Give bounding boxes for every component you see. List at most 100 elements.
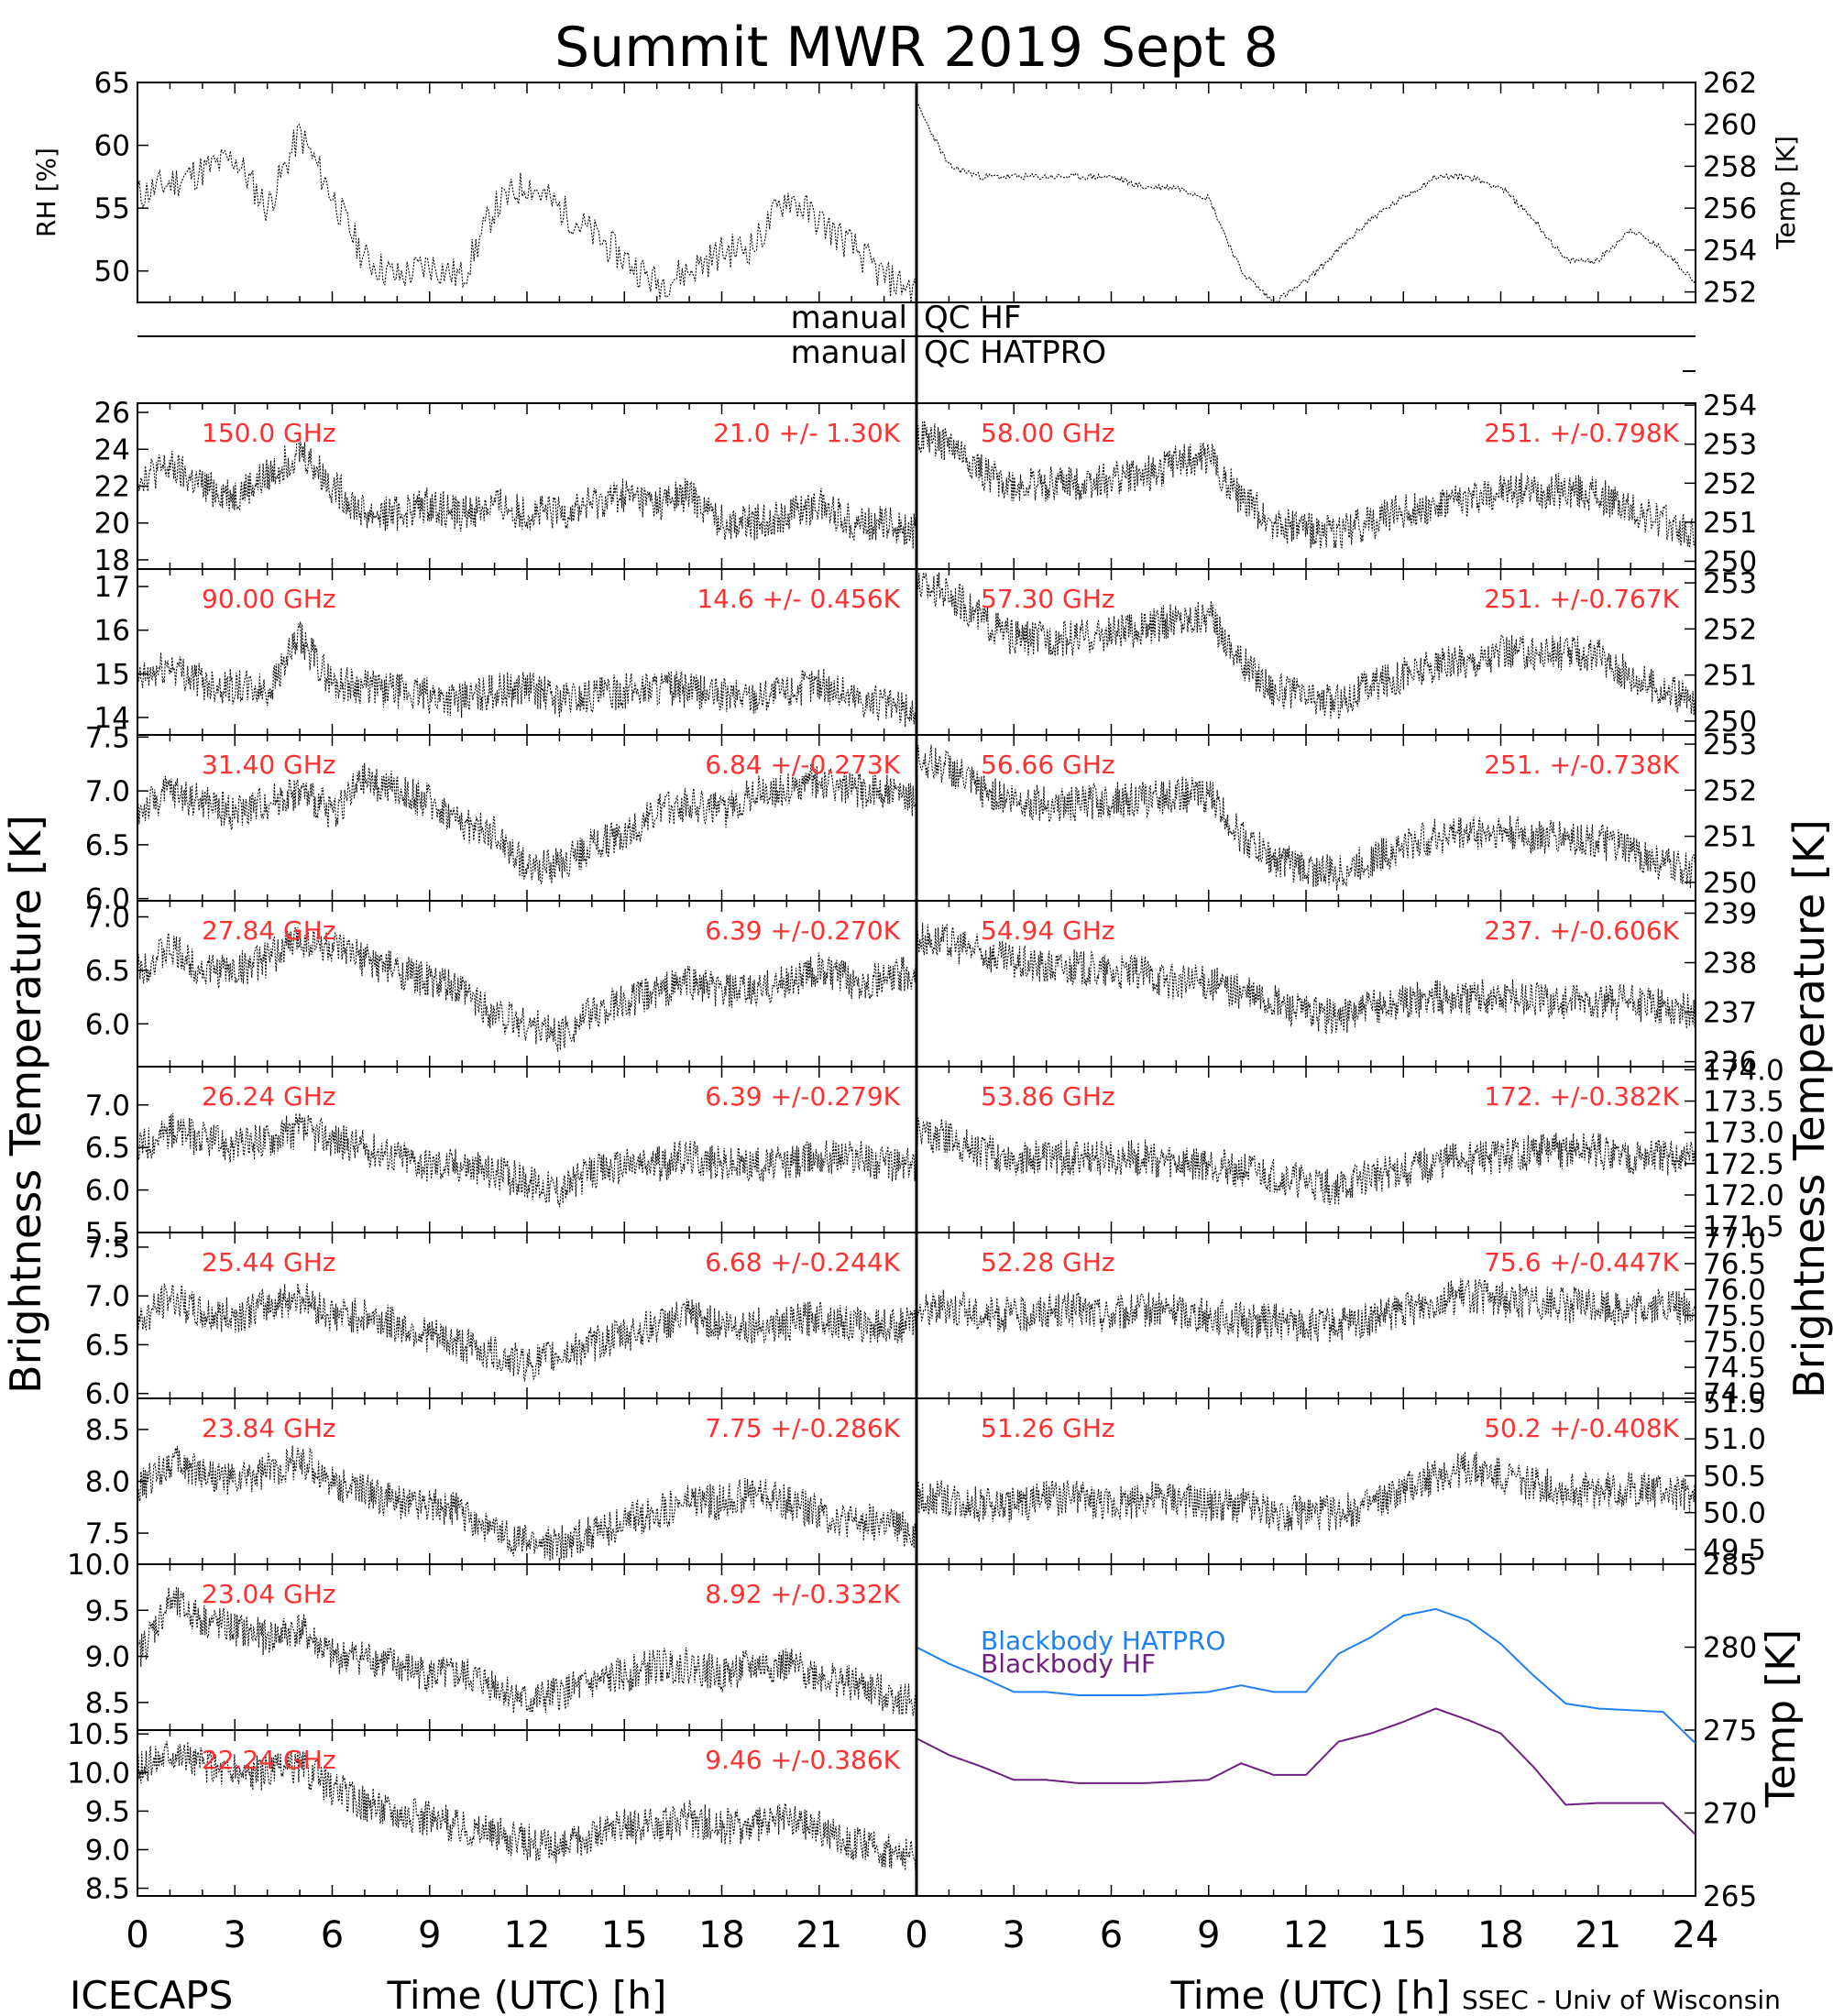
channel-right-6-stat-label: 50.2 +/-0.408K xyxy=(1484,1413,1679,1443)
x-tick-label-left: 12 xyxy=(504,1914,551,1956)
channel-right-6-ytick-label: 50.0 xyxy=(1703,1497,1766,1530)
channel-left-6-freq-label: 23.84 GHz xyxy=(202,1413,336,1443)
channel-right-6-ytick-label: 51.0 xyxy=(1703,1423,1766,1456)
channel-right-5-data xyxy=(916,1277,1696,1343)
channel-right-0-ytick-label: 252 xyxy=(1703,467,1757,500)
channel-left-1-ytick-label: 17 xyxy=(94,571,130,604)
channel-right-4-ytick-label: 173.5 xyxy=(1703,1086,1784,1119)
temp-panel-ytick-label: 258 xyxy=(1703,150,1757,183)
channel-right-4-data xyxy=(916,1117,1696,1206)
channel-right-3-ytick-label: 239 xyxy=(1703,898,1757,931)
channel-right-6-ytick-label: 49.5 xyxy=(1703,1534,1766,1567)
right-axis-title: Brightness Temperature [K] xyxy=(1784,819,1833,1398)
channel-right-1-ytick-label: 251 xyxy=(1703,660,1757,693)
channel-left-4-ytick-label: 6.0 xyxy=(85,1175,130,1208)
temp-panel-ytick-label: 260 xyxy=(1703,109,1757,142)
rh-panel-data xyxy=(137,124,917,303)
channel-left-0-stat-label: 21.0 +/- 1.30K xyxy=(713,418,900,448)
channel-left-8-freq-label: 22.24 GHz xyxy=(202,1745,336,1775)
channel-right-5-ytick-label: 77.0 xyxy=(1703,1222,1766,1255)
channel-left-1-stat-label: 14.6 +/- 0.456K xyxy=(697,584,900,614)
blackbody-series-1 xyxy=(916,1707,1696,1835)
qc-hf-left-label: manual xyxy=(791,300,907,336)
channel-left-4-ytick-label: 5.5 xyxy=(85,1217,130,1250)
channel-left-8-data xyxy=(137,1740,917,1875)
channel-right-5-ytick-label: 74.0 xyxy=(1703,1377,1766,1410)
blackbody-panel-ytick-label: 285 xyxy=(1703,1549,1757,1582)
channel-left-1-ytick-label: 15 xyxy=(94,658,130,691)
channel-right-4-ytick-label: 174.0 xyxy=(1703,1054,1784,1087)
channel-right-0-ytick-label: 254 xyxy=(1703,389,1757,422)
channel-right-6-data xyxy=(916,1452,1696,1531)
channel-left-3-ytick-label: 7.0 xyxy=(85,902,130,935)
qc-hatpro-right-label: QC HATPRO xyxy=(924,334,1106,371)
x-tick-label-right: 0 xyxy=(905,1914,927,1956)
channel-left-3-data xyxy=(137,926,917,1052)
temp-panel-frame xyxy=(916,82,1696,303)
footer-ssec: SSEC - Univ of Wisconsin xyxy=(1462,1985,1781,2015)
channel-left-7-freq-label: 23.04 GHz xyxy=(202,1579,336,1609)
channel-right-5-freq-label: 52.28 GHz xyxy=(981,1247,1115,1277)
channel-left-0-ytick-label: 22 xyxy=(94,471,130,504)
channel-left-6-ytick-label: 7.5 xyxy=(85,1517,130,1550)
blackbody-legend-1: Blackbody HF xyxy=(981,1649,1156,1679)
channel-left-2-ytick-label: 6.5 xyxy=(85,829,130,862)
channel-right-5-ytick-label: 74.5 xyxy=(1703,1352,1766,1385)
channel-left-1-data xyxy=(137,621,917,728)
channel-left-4-stat-label: 6.39 +/-0.279K xyxy=(705,1081,900,1112)
channel-right-2-ytick-label: 251 xyxy=(1703,821,1757,854)
rh-panel-ytick-label: 65 xyxy=(94,67,130,100)
x-tick-label-left: 18 xyxy=(698,1914,745,1956)
x-tick-label-right: 24 xyxy=(1673,1914,1719,1956)
rh-panel-ytick-label: 55 xyxy=(94,192,130,225)
channel-right-2-ytick-label: 250 xyxy=(1703,867,1757,900)
x-tick-label-left: 21 xyxy=(796,1914,842,1956)
channel-left-3-stat-label: 6.39 +/-0.270K xyxy=(705,915,900,946)
rh-panel-ytick-label: 60 xyxy=(94,130,130,163)
temp-panel-ytick-label: 256 xyxy=(1703,192,1757,225)
channel-right-4-ytick-label: 173.0 xyxy=(1703,1117,1784,1150)
channel-left-8-stat-label: 9.46 +/-0.386K xyxy=(705,1745,900,1775)
channel-left-6-ytick-label: 8.0 xyxy=(85,1466,130,1499)
channel-left-4-ytick-label: 6.5 xyxy=(85,1132,130,1165)
channel-left-0-ytick-label: 24 xyxy=(94,433,130,466)
channel-left-0-data xyxy=(137,437,917,549)
channel-right-1-ytick-label: 252 xyxy=(1703,613,1757,646)
channel-left-5-data xyxy=(137,1283,917,1382)
channel-right-1-data xyxy=(916,568,1696,720)
x-tick-label-right: 3 xyxy=(1003,1914,1026,1956)
channel-right-5-ytick-label: 76.0 xyxy=(1703,1274,1766,1307)
channel-left-3-freq-label: 27.84 GHz xyxy=(202,915,336,946)
channel-left-6-ytick-label: 8.5 xyxy=(85,1414,130,1447)
qc-hf-right-label: QC HF xyxy=(924,300,1021,336)
channel-left-2-ytick-label: 7.0 xyxy=(85,775,130,808)
x-axis-title-right: Time (UTC) [h] xyxy=(1170,1973,1451,2016)
channel-left-7-ytick-label: 8.5 xyxy=(85,1687,130,1720)
channel-left-7-ytick-label: 9.0 xyxy=(85,1641,130,1674)
channel-right-0-ytick-label: 253 xyxy=(1703,429,1757,462)
x-tick-label-left: 9 xyxy=(418,1914,441,1956)
temp-axis-label: Temp [K] xyxy=(1771,136,1801,250)
footer-icecaps: ICECAPS xyxy=(70,1973,233,2016)
channel-left-6-data xyxy=(137,1445,917,1561)
channel-right-3-ytick-label: 237 xyxy=(1703,997,1757,1030)
rh-axis-label: RH [%] xyxy=(31,148,61,237)
qc-hatpro-left-label: manual xyxy=(791,334,907,371)
channel-right-3-freq-label: 54.94 GHz xyxy=(981,915,1115,946)
channel-right-5-stat-label: 75.6 +/-0.447K xyxy=(1484,1247,1679,1277)
channel-right-0-ytick-label: 250 xyxy=(1703,545,1757,578)
channel-right-3-ytick-label: 236 xyxy=(1703,1046,1757,1079)
channel-left-4-data xyxy=(137,1112,917,1208)
channel-right-2-freq-label: 56.66 GHz xyxy=(981,750,1115,780)
x-tick-label-left: 6 xyxy=(321,1914,344,1956)
channel-left-5-ytick-label: 6.0 xyxy=(85,1378,130,1411)
channel-right-0-freq-label: 58.00 GHz xyxy=(981,418,1115,448)
rh-panel-ytick-label: 50 xyxy=(94,256,130,289)
channel-right-4-freq-label: 53.86 GHz xyxy=(981,1081,1115,1112)
channel-right-1-ytick-label: 253 xyxy=(1703,567,1757,600)
rh-panel-frame xyxy=(137,82,917,303)
channel-left-3-ytick-label: 6.5 xyxy=(85,955,130,988)
channel-left-4-freq-label: 26.24 GHz xyxy=(202,1081,336,1112)
